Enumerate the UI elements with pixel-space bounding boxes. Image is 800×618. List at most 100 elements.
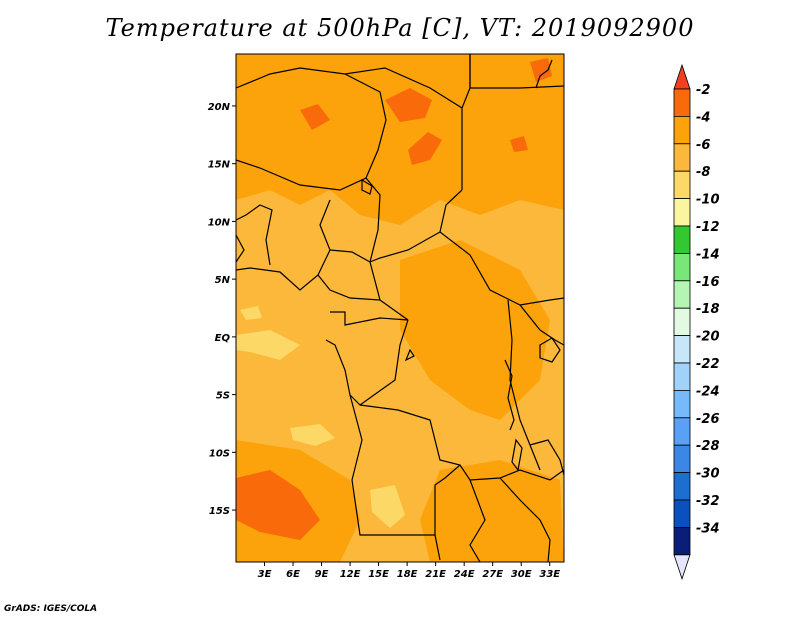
lon-tick-label: 3E bbox=[258, 569, 272, 580]
lon-tick-label: 12E bbox=[340, 569, 361, 580]
lat-tick-label: 5S bbox=[216, 391, 230, 402]
chart-title: Temperature at 500hPa [C], VT: 201909290… bbox=[105, 14, 695, 42]
contour-band-warm-5 bbox=[530, 58, 552, 82]
contour-band-light-1 bbox=[236, 330, 300, 360]
legend-swatch bbox=[673, 116, 691, 145]
border-line bbox=[499, 477, 551, 562]
legend-swatch bbox=[673, 280, 691, 309]
contour-band-warm-4 bbox=[300, 104, 330, 130]
border-line bbox=[507, 299, 541, 471]
border-line bbox=[359, 404, 564, 481]
credit-label: GrADS: IGES/COLA bbox=[4, 604, 98, 614]
lat-tick-label: 15N bbox=[208, 160, 231, 171]
legend-label: -18 bbox=[696, 302, 720, 317]
border-line bbox=[236, 234, 245, 263]
legend-label: -26 bbox=[696, 412, 720, 427]
contour-band-central bbox=[400, 240, 550, 420]
lat-tick-label: 15S bbox=[209, 506, 230, 517]
lon-tick-label: 33E bbox=[539, 569, 560, 580]
legend-swatch bbox=[673, 362, 691, 391]
legend-label: -34 bbox=[696, 521, 720, 536]
border-line bbox=[439, 189, 564, 306]
lon-tick-label: 15E bbox=[368, 569, 389, 580]
border-line bbox=[236, 199, 331, 291]
legend-label: -14 bbox=[696, 247, 720, 262]
legend-label: -6 bbox=[696, 138, 710, 153]
legend-label: -32 bbox=[696, 494, 720, 509]
legend-label: -16 bbox=[696, 275, 720, 290]
border-line bbox=[329, 249, 371, 263]
legend-swatch bbox=[673, 417, 691, 446]
lake-outline bbox=[511, 438, 523, 472]
contour-band-southeast bbox=[420, 460, 564, 562]
legend-swatch bbox=[673, 170, 691, 199]
lon-axis: 3E 6E 9E 12E 15E 18E 21E 24E 27E 30E 33E bbox=[258, 562, 560, 580]
lat-tick-label: EQ bbox=[215, 333, 231, 344]
contour-band-light-3 bbox=[370, 485, 405, 528]
legend-swatch bbox=[673, 335, 691, 364]
border-line bbox=[325, 319, 409, 406]
map-frame bbox=[235, 53, 565, 563]
legend-swatch bbox=[673, 225, 691, 254]
legend-label: -10 bbox=[696, 193, 720, 208]
legend-swatch bbox=[673, 198, 691, 227]
legend-top-arrow bbox=[673, 63, 691, 90]
legend-label: -30 bbox=[696, 467, 720, 482]
legend-label: -12 bbox=[696, 220, 720, 235]
border-line bbox=[529, 439, 564, 476]
border-line bbox=[236, 67, 463, 190]
lon-tick-label: 9E bbox=[315, 569, 329, 580]
border-line bbox=[519, 304, 564, 346]
legend-label: -8 bbox=[696, 165, 710, 180]
lon-tick-label: 18E bbox=[397, 569, 418, 580]
contour-band-light-2 bbox=[290, 424, 335, 446]
legend-label: -24 bbox=[696, 384, 720, 399]
legend-swatch bbox=[673, 499, 691, 528]
contour-band-warm-3 bbox=[408, 132, 442, 165]
legend-swatch bbox=[673, 307, 691, 337]
legend-swatch bbox=[673, 527, 691, 556]
lon-tick-label: 21E bbox=[425, 569, 446, 580]
lat-axis: 20N 15N 10N 5N EQ 5S 10S 15S bbox=[208, 102, 236, 517]
legend-swatch bbox=[673, 444, 691, 474]
lat-tick-label: 10N bbox=[208, 217, 231, 228]
contour-band-light-4 bbox=[240, 306, 262, 320]
lat-tick-label: 5N bbox=[215, 275, 231, 286]
lake-outline bbox=[539, 337, 561, 363]
lat-tick-label: 10S bbox=[209, 448, 230, 459]
border-line bbox=[236, 204, 273, 266]
legend-bottom-arrow bbox=[673, 554, 691, 581]
border-line bbox=[434, 464, 461, 535]
border-line bbox=[365, 177, 409, 321]
lon-tick-label: 27E bbox=[482, 569, 503, 580]
border-line bbox=[469, 479, 486, 562]
legend-label: -28 bbox=[696, 439, 720, 454]
border-line bbox=[369, 231, 441, 263]
lon-tick-label: 6E bbox=[286, 569, 300, 580]
legend-swatch bbox=[673, 472, 691, 501]
legend-label: -22 bbox=[696, 357, 720, 372]
color-legend: -2 -4 -6 -8 -10 -12 -14 -16 -18 -20 -22 -24 -26 -28 -3… bbox=[673, 63, 720, 581]
lake-outline bbox=[504, 359, 515, 431]
lake-outline bbox=[404, 348, 415, 362]
contour-band-warm-6 bbox=[510, 136, 528, 152]
contour-band-north bbox=[236, 54, 564, 225]
legend-swatch bbox=[673, 389, 691, 419]
legend-swatch bbox=[673, 143, 691, 172]
border-line bbox=[330, 311, 409, 326]
lon-tick-label: 30E bbox=[511, 569, 532, 580]
border-line bbox=[461, 54, 471, 109]
lon-tick-label: 24E bbox=[454, 569, 475, 580]
lat-tick-label: 20N bbox=[208, 102, 231, 113]
lake-outline bbox=[361, 178, 373, 195]
legend-swatch bbox=[673, 252, 691, 282]
legend-label: -4 bbox=[696, 110, 710, 125]
contour-band-warm-2 bbox=[385, 88, 432, 122]
country-borders bbox=[236, 54, 564, 562]
legend-swatch bbox=[673, 88, 691, 117]
legend-label: -2 bbox=[696, 83, 710, 98]
border-line bbox=[317, 274, 381, 301]
map-area bbox=[236, 54, 564, 562]
legend-label: -20 bbox=[696, 330, 720, 345]
